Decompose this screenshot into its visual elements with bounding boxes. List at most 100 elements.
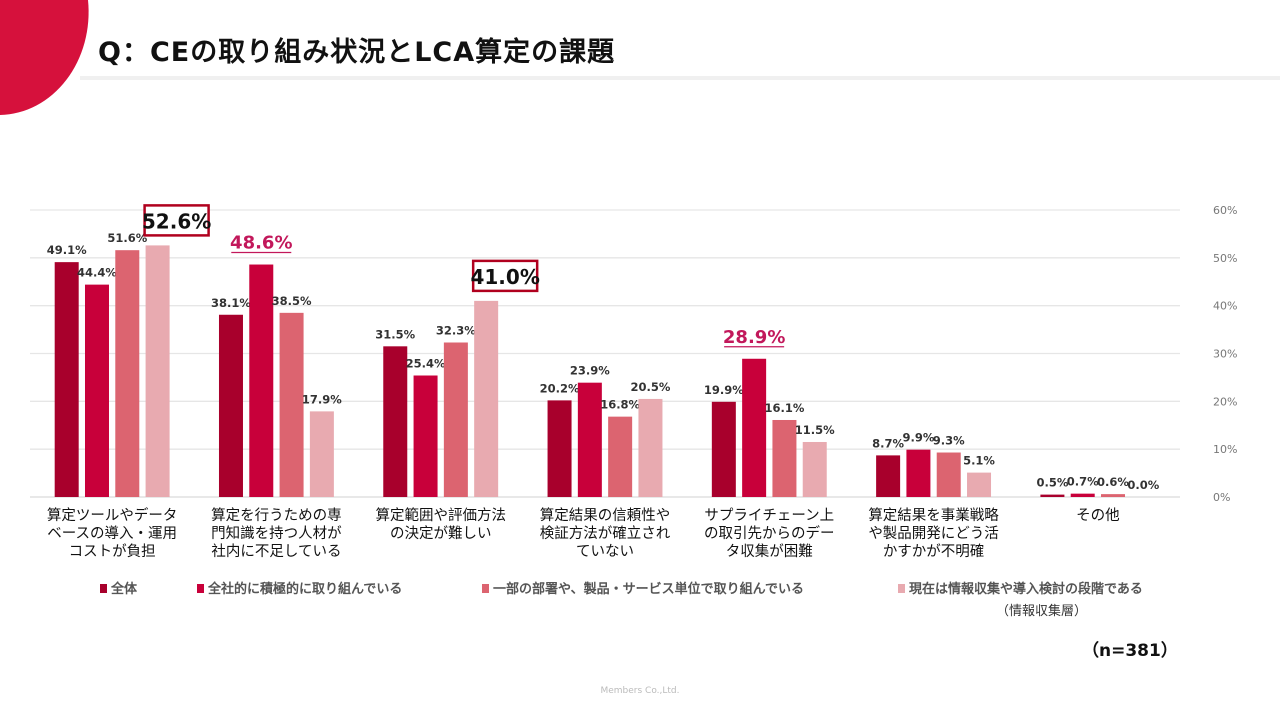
data-label: 31.5% <box>375 327 415 341</box>
y-tick-label: 20% <box>1213 395 1237 408</box>
legend-label: 全体 <box>111 582 138 597</box>
bar <box>906 449 931 497</box>
bar <box>443 342 468 497</box>
data-label: 20.2% <box>540 381 580 395</box>
bar <box>218 314 243 497</box>
category-label: 算定ツールやデータ <box>47 506 178 524</box>
legend-swatch <box>100 584 107 593</box>
category-label: 社内に不足している <box>211 543 341 560</box>
bar <box>711 401 736 497</box>
data-label: 19.9% <box>704 383 744 397</box>
data-label: 9.3% <box>933 434 965 448</box>
data-label: 0.5% <box>1036 476 1068 490</box>
bar <box>474 300 499 497</box>
data-label: 16.1% <box>764 401 804 415</box>
category-label: ていない <box>576 543 634 560</box>
category-label: 算定を行うための専 <box>211 507 342 524</box>
y-tick-label: 0% <box>1213 491 1230 504</box>
data-label: 16.8% <box>600 398 640 412</box>
bar <box>115 250 140 497</box>
category-label: の決定が難しい <box>390 525 492 542</box>
bar <box>577 382 602 497</box>
page-title: Q：CEの取り組み状況とLCA算定の課題 <box>98 37 616 68</box>
bar <box>772 419 797 497</box>
data-label: 44.4% <box>77 266 117 280</box>
data-label-highlight: 48.6% <box>230 233 292 254</box>
bar <box>383 346 408 497</box>
data-label: 8.7% <box>872 436 904 450</box>
highlight-box <box>471 259 539 293</box>
data-label: 32.3% <box>436 323 476 337</box>
legend-note: （情報収集層） <box>996 604 1088 619</box>
legend-swatch <box>898 584 905 593</box>
category-label: や製品開発にどう活 <box>868 525 999 542</box>
data-label: 0.6% <box>1097 475 1129 489</box>
bar <box>802 441 827 497</box>
category-label: 算定範囲や評価方法 <box>375 506 506 524</box>
corner-decoration <box>0 0 89 115</box>
bar <box>309 411 334 497</box>
data-label: 9.9% <box>902 431 934 445</box>
bar <box>608 416 633 497</box>
data-label: 38.1% <box>211 296 251 310</box>
legend-item: 全体 <box>100 578 137 597</box>
category-label: の取引先からのデー <box>704 524 835 542</box>
bar <box>84 284 109 497</box>
data-label: 17.9% <box>302 392 342 406</box>
data-label: 20.5% <box>630 380 670 394</box>
bar <box>638 398 663 497</box>
bar <box>1070 493 1095 497</box>
category-label: 検証方法が確立され <box>540 525 671 542</box>
legend-item: 現在は情報収集や導入検討の段階である <box>898 578 1143 597</box>
legend-swatch <box>197 584 204 593</box>
bar <box>967 472 992 497</box>
bar <box>936 452 961 497</box>
y-tick-label: 60% <box>1213 204 1237 217</box>
bar <box>1101 494 1126 497</box>
data-label: 11.5% <box>795 423 835 437</box>
bar <box>1040 494 1065 497</box>
category-label: コストが負担 <box>69 543 156 560</box>
data-label-highlight: 41.0% <box>470 265 539 289</box>
y-tick-label: 30% <box>1213 348 1237 361</box>
data-label: 23.9% <box>570 364 610 378</box>
data-label: 49.1% <box>47 243 87 257</box>
highlight-box <box>143 204 210 237</box>
legend-swatch <box>482 584 489 593</box>
data-label: 51.6% <box>107 231 147 245</box>
bar <box>876 455 901 497</box>
category-label: その他 <box>1076 507 1120 524</box>
y-tick-label: 40% <box>1213 300 1237 313</box>
data-label: 38.5% <box>272 294 312 308</box>
bar <box>279 312 304 497</box>
legend-item: 全社的に積極的に取り組んでいる <box>197 578 402 597</box>
legend: 全体 全社的に積極的に取り組んでいる 一部の部署や、製品・サービス単位で取り組んでい… <box>100 578 1200 598</box>
data-label: 0.0% <box>1127 478 1159 492</box>
y-tick-label: 10% <box>1213 443 1237 456</box>
category-label: サプライチェーン上 <box>704 507 834 524</box>
legend-label: 現在は情報収集や導入検討の段階である <box>909 582 1143 597</box>
category-label: 門知識を持つ人材が <box>211 525 342 542</box>
data-label: 5.1% <box>963 454 995 468</box>
bar <box>413 375 438 497</box>
legend-label: 全社的に積極的に取り組んでいる <box>208 582 403 597</box>
category-label: かすかが不明確 <box>883 543 985 560</box>
footer-copyright: Members Co.,Ltd. <box>600 686 680 696</box>
data-label: 25.4% <box>406 357 446 371</box>
legend-label: 一部の部署や、製品・サービス単位で取り組んでいる <box>493 582 804 597</box>
category-label: タ収集が困難 <box>726 543 813 560</box>
category-label: 算定結果を事業戦略 <box>868 507 999 524</box>
data-label-highlight: 28.9% <box>723 327 785 348</box>
category-label: ベースの導入・運用 <box>47 525 177 542</box>
data-label: 0.7% <box>1067 475 1099 489</box>
legend-item: 一部の部署や、製品・サービス単位で取り組んでいる <box>482 578 804 597</box>
sample-size: （n=381） <box>1082 641 1178 661</box>
bar <box>547 400 572 497</box>
bar <box>742 358 767 497</box>
bar <box>54 262 79 497</box>
data-label-highlight: 52.6% <box>142 209 211 233</box>
category-label: 算定結果の信頼性や <box>540 507 671 524</box>
bar <box>249 264 274 497</box>
bar <box>145 245 170 497</box>
